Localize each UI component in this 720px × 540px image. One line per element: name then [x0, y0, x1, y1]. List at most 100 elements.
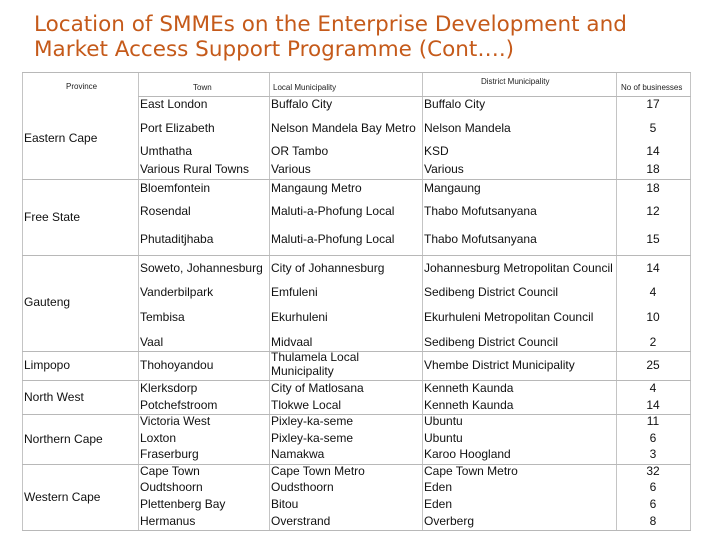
- grid-line: [22, 72, 691, 73]
- cell-district-municipality: KSD: [424, 144, 449, 158]
- cell-no-of-businesses: 14: [646, 398, 660, 412]
- cell-district-municipality: Ubuntu: [424, 431, 463, 445]
- grid-line: [690, 72, 691, 530]
- province-label: Eastern Cape: [24, 131, 98, 145]
- cell-town: Oudtshoorn: [140, 480, 203, 494]
- cell-local-municipality: Mangaung Metro: [271, 181, 362, 195]
- cell-no-of-businesses: 25: [646, 358, 660, 372]
- cell-district-municipality: Kenneth Kaunda: [424, 398, 514, 412]
- cell-no-of-businesses: 12: [646, 204, 660, 218]
- header-local-municipality: Local Municipality: [273, 83, 337, 92]
- province-label: Limpopo: [24, 358, 71, 372]
- cell-local-municipality: Ekurhuleni: [271, 310, 328, 324]
- cell-local-municipality: Emfuleni: [271, 285, 318, 299]
- header-town: Town: [193, 83, 212, 92]
- cell-no-of-businesses: 14: [646, 261, 660, 275]
- cell-no-of-businesses: 11: [646, 414, 660, 428]
- cell-local-municipality: Midvaal: [271, 335, 313, 349]
- cell-local-municipality: Oudsthoorn: [271, 480, 334, 494]
- cell-district-municipality: Sedibeng District Council: [424, 335, 559, 349]
- cell-no-of-businesses: 4: [649, 381, 657, 395]
- grid-line: [22, 351, 691, 352]
- cell-district-municipality: Vhembe District Municipality: [424, 358, 575, 372]
- cell-town: Victoria West: [140, 414, 211, 428]
- cell-district-municipality: Mangaung: [424, 181, 481, 195]
- cell-district-municipality: Nelson Mandela: [424, 121, 511, 135]
- cell-local-municipality: Maluti-a-Phofung Local: [271, 232, 395, 246]
- cell-no-of-businesses: 17: [646, 97, 660, 111]
- cell-town: Hermanus: [140, 514, 196, 528]
- cell-local-municipality: Maluti-a-Phofung Local: [271, 204, 395, 218]
- page-title-line-1: Location of SMMEs on the Enterprise Deve…: [34, 12, 627, 37]
- cell-district-municipality: Thabo Mofutsanyana: [424, 232, 537, 246]
- cell-district-municipality: Thabo Mofutsanyana: [424, 204, 537, 218]
- cell-town: Cape Town: [140, 464, 200, 478]
- cell-district-municipality: Various: [424, 162, 464, 176]
- header-no-of-businesses: No of businesses: [621, 83, 683, 92]
- cell-town: Thohoyandou: [140, 358, 214, 372]
- cell-local-municipality: Bitou: [271, 497, 299, 511]
- cell-local-municipality: Overstrand: [271, 514, 331, 528]
- cell-town: Various Rural Towns: [140, 162, 249, 176]
- header-province: Province: [66, 82, 98, 91]
- cell-no-of-businesses: 14: [646, 144, 660, 158]
- cell-no-of-businesses: 5: [649, 121, 657, 135]
- cell-local-municipality: Nelson Mandela Bay Metro: [271, 121, 416, 135]
- cell-local-municipality: Pixley-ka-seme: [271, 431, 354, 445]
- header-district-municipality: District Municipality: [481, 77, 550, 86]
- cell-no-of-businesses: 32: [646, 464, 660, 478]
- cell-no-of-businesses: 15: [646, 232, 660, 246]
- cell-district-municipality: Buffalo City: [424, 97, 486, 111]
- cell-town: Loxton: [140, 431, 177, 445]
- grid-line: [22, 464, 691, 465]
- cell-local-municipality: OR Tambo: [271, 144, 329, 158]
- cell-no-of-businesses: 8: [649, 514, 657, 528]
- grid-line: [22, 414, 691, 415]
- page-title-line-2: Market Access Support Programme (Cont….): [34, 37, 515, 62]
- cell-local-municipality: City of Johannesburg: [271, 261, 385, 275]
- cell-town: Potchefstroom: [140, 398, 218, 412]
- cell-town: Port Elizabeth: [140, 121, 215, 135]
- cell-town: Rosendal: [140, 204, 191, 218]
- cell-town: Tembisa: [140, 310, 185, 324]
- page-title: Location of SMMEs on the Enterprise Deve…: [34, 12, 714, 62]
- cell-town: Vanderbilpark: [140, 285, 214, 299]
- cell-district-municipality: Sedibeng District Council: [424, 285, 559, 299]
- cell-local-municipality: Tlokwe Local: [271, 398, 342, 412]
- cell-district-municipality: Johannesburg Metropolitan Council: [424, 261, 613, 275]
- cell-town: Bloemfontein: [140, 181, 211, 195]
- province-label: Free State: [24, 210, 81, 224]
- cell-local-municipality: Pixley-ka-seme: [271, 414, 354, 428]
- cell-town: Phutaditjhaba: [140, 232, 214, 246]
- cell-district-municipality: Cape Town Metro: [424, 464, 518, 478]
- grid-line: [269, 72, 270, 530]
- cell-no-of-businesses: 2: [649, 335, 657, 349]
- cell-town: Fraserburg: [140, 447, 199, 461]
- cell-local-municipality: Buffalo City: [271, 97, 333, 111]
- grid-line: [138, 96, 691, 97]
- cell-district-municipality: Ekurhuleni Metropolitan Council: [424, 310, 594, 324]
- cell-local-municipality: Namakwa: [271, 447, 325, 461]
- cell-no-of-businesses: 10: [646, 310, 660, 324]
- province-label: Western Cape: [24, 490, 101, 504]
- cell-town: Vaal: [140, 335, 164, 349]
- cell-no-of-businesses: 6: [649, 497, 657, 511]
- cell-district-municipality: Eden: [424, 497, 453, 511]
- grid-line: [422, 72, 423, 530]
- cell-town: Soweto, Johannesburg: [140, 261, 263, 275]
- cell-district-municipality: Eden: [424, 480, 453, 494]
- cell-no-of-businesses: 6: [649, 480, 657, 494]
- cell-no-of-businesses: 4: [649, 285, 657, 299]
- cell-local-municipality: Thulamela Local Municipality: [271, 350, 360, 378]
- cell-local-municipality: Various: [271, 162, 311, 176]
- cell-local-municipality: Cape Town Metro: [271, 464, 365, 478]
- grid-line: [22, 255, 691, 256]
- cell-town: East London: [140, 97, 208, 111]
- cell-local-municipality: City of Matlosana: [271, 381, 364, 395]
- grid-line: [616, 72, 617, 530]
- cell-district-municipality: Ubuntu: [424, 414, 463, 428]
- cell-town: Klerksdorp: [140, 381, 198, 395]
- cell-no-of-businesses: 3: [649, 447, 657, 461]
- grid-line: [22, 380, 691, 381]
- province-label: North West: [24, 390, 84, 404]
